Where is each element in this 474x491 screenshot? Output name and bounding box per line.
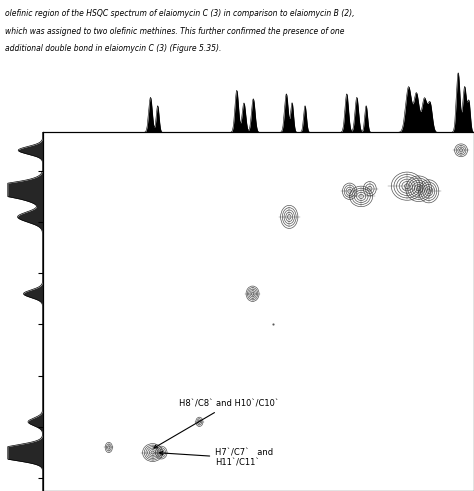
Text: additional double bond in elaiomycin C (3) (Figure 5.35).: additional double bond in elaiomycin C (…	[5, 44, 221, 53]
Text: which was assigned to two olefinic methines. This further confirmed the presence: which was assigned to two olefinic methi…	[5, 27, 344, 35]
Text: H8`/C8` and H10`/C10`: H8`/C8` and H10`/C10`	[154, 399, 279, 448]
Text: olefinic region of the HSQC spectrum of elaiomycin C (3) in comparison to elaiom: olefinic region of the HSQC spectrum of …	[5, 9, 354, 18]
Text: H7`/C7`   and
H11`/C11`: H7`/C7` and H11`/C11`	[160, 449, 273, 468]
